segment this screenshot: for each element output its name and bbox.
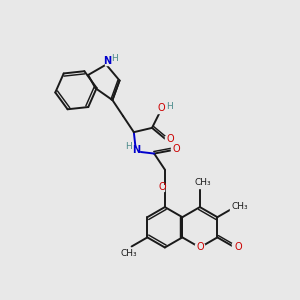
Text: O: O <box>167 134 174 144</box>
Text: CH₃: CH₃ <box>120 249 137 258</box>
Text: H: H <box>125 142 132 151</box>
Text: O: O <box>235 242 242 252</box>
Text: O: O <box>173 144 180 154</box>
Bar <box>105 59 110 65</box>
Text: O: O <box>196 242 204 253</box>
Text: O: O <box>158 182 166 192</box>
Bar <box>230 204 243 211</box>
Bar <box>165 136 173 142</box>
Bar <box>122 248 135 254</box>
Bar <box>171 146 179 153</box>
Text: N: N <box>103 56 112 66</box>
Bar <box>193 181 207 188</box>
Text: CH₃: CH₃ <box>194 178 211 187</box>
Bar <box>130 147 139 156</box>
Text: H: H <box>111 54 118 63</box>
Bar <box>195 244 204 251</box>
Text: H: H <box>166 102 172 111</box>
Text: CH₃: CH₃ <box>231 202 248 211</box>
Bar <box>232 243 241 250</box>
Text: N: N <box>133 145 141 155</box>
Bar <box>155 184 164 191</box>
Text: O: O <box>158 103 165 113</box>
Bar <box>155 106 166 112</box>
